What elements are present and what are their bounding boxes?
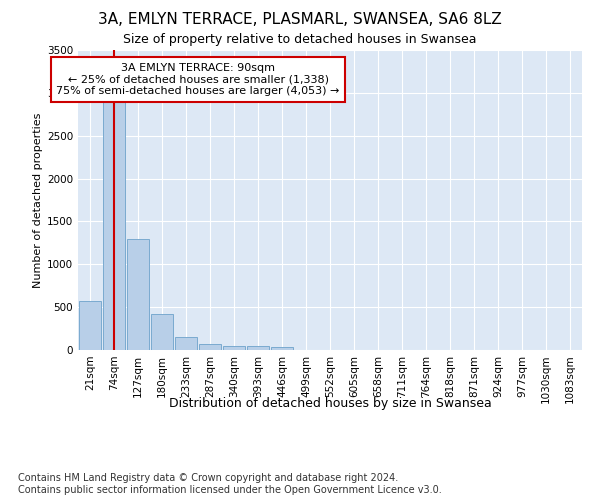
Bar: [103, 102, 125, 350]
Text: 3A EMLYN TERRACE: 90sqm
← 25% of detached houses are smaller (1,338)
75% of semi: 3A EMLYN TERRACE: 90sqm ← 25% of detache…: [56, 63, 340, 96]
Text: Contains HM Land Registry data © Crown copyright and database right 2024.
Contai: Contains HM Land Registry data © Crown c…: [18, 474, 442, 495]
Bar: [247, 346, 269, 350]
Bar: [151, 314, 173, 350]
Bar: [175, 336, 197, 350]
Bar: [199, 344, 221, 350]
Bar: [127, 238, 149, 350]
Text: Size of property relative to detached houses in Swansea: Size of property relative to detached ho…: [123, 32, 477, 46]
Text: Distribution of detached houses by size in Swansea: Distribution of detached houses by size …: [169, 398, 491, 410]
Y-axis label: Number of detached properties: Number of detached properties: [33, 112, 43, 288]
Text: 3A, EMLYN TERRACE, PLASMARL, SWANSEA, SA6 8LZ: 3A, EMLYN TERRACE, PLASMARL, SWANSEA, SA…: [98, 12, 502, 28]
Bar: [271, 346, 293, 350]
Bar: [223, 346, 245, 350]
Bar: [79, 300, 101, 350]
